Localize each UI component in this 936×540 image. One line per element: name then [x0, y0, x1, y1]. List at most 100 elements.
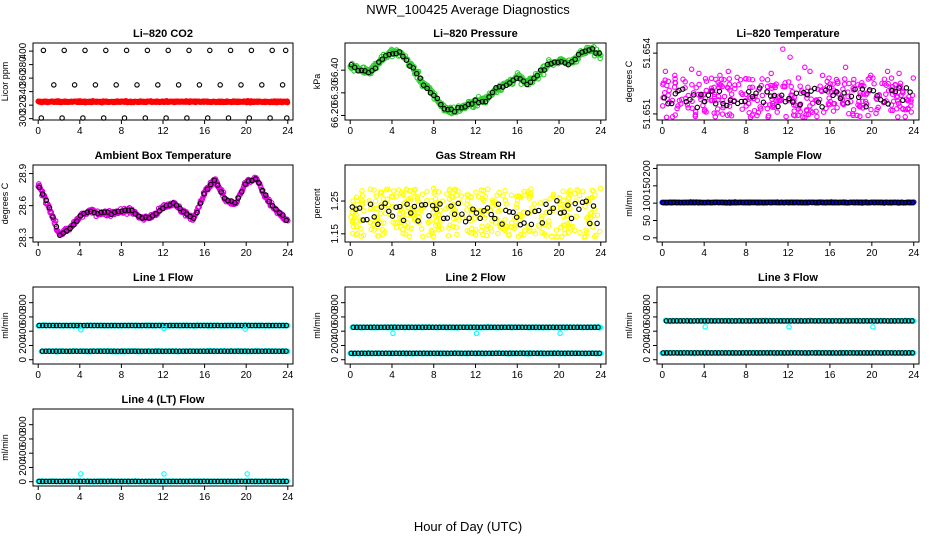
data-point: [862, 98, 869, 105]
data-point: [860, 98, 866, 105]
data-point: [726, 76, 733, 82]
data-point: [892, 81, 898, 88]
data-point: [679, 86, 686, 92]
data-point: [380, 220, 387, 226]
data-point: [87, 208, 94, 215]
data-point: [701, 98, 708, 105]
x-tick-label: 0: [659, 248, 665, 259]
data-point: [562, 230, 568, 237]
data-point: [378, 204, 385, 210]
data-point: [503, 201, 509, 207]
data-point: [39, 191, 46, 197]
data-point: [788, 83, 794, 90]
x-tick-label: 12: [157, 370, 169, 381]
data-point: [517, 194, 524, 201]
data-point: [845, 93, 851, 100]
data-points: [35, 322, 291, 355]
data-point: [400, 217, 407, 224]
data-point: [584, 215, 590, 221]
data-point: [842, 64, 849, 71]
data-point: [895, 100, 902, 107]
data-point: [51, 82, 57, 88]
data-point: [555, 59, 561, 66]
data-point: [547, 196, 553, 202]
data-point: [455, 200, 462, 207]
data-point: [746, 110, 752, 116]
x-tick-label: 0: [35, 248, 41, 259]
data-point: [557, 205, 564, 211]
data-point: [420, 233, 426, 240]
data-point: [214, 182, 221, 188]
data-point: [804, 91, 811, 98]
data-point: [393, 193, 400, 199]
data-point: [464, 207, 470, 213]
data-point: [754, 112, 760, 119]
data-point: [863, 101, 870, 107]
data-point: [903, 85, 910, 91]
data-point: [841, 90, 847, 96]
data-point: [588, 195, 594, 201]
data-point: [539, 229, 545, 236]
data-point: [589, 46, 596, 52]
panel-title: Ambient Box Temperature: [95, 150, 232, 162]
data-point: [808, 88, 814, 94]
data-point: [721, 77, 727, 83]
data-point: [486, 94, 492, 100]
data-point: [485, 186, 491, 193]
y-axis: 28.328.628.9: [18, 163, 33, 247]
data-point: [98, 209, 104, 216]
data-point: [575, 51, 582, 58]
data-point: [770, 102, 776, 109]
x-tick-label: 0: [35, 126, 41, 137]
data-point: [53, 223, 60, 230]
data-point: [204, 186, 211, 192]
data-point: [280, 212, 286, 218]
data-point: [807, 103, 813, 109]
y-tick-label: 150: [642, 177, 653, 194]
panel-title: Li–820 CO2: [133, 28, 193, 40]
data-point: [546, 218, 552, 224]
data-point: [269, 47, 275, 54]
data-point: [386, 51, 392, 58]
data-point: [565, 202, 571, 208]
y-tick-label: 320: [18, 96, 29, 113]
data-point: [479, 223, 485, 230]
data-point: [678, 101, 684, 107]
data-point: [411, 187, 417, 193]
data-point: [712, 100, 719, 107]
data-point: [873, 110, 879, 117]
data-point: [349, 209, 355, 215]
data-point: [71, 82, 78, 88]
data-point: [353, 231, 359, 238]
data-point: [367, 186, 374, 193]
data-point: [259, 82, 265, 88]
data-point: [481, 208, 487, 214]
data-point: [693, 84, 699, 91]
data-point: [376, 59, 382, 65]
data-point: [753, 90, 759, 97]
data-point: [687, 96, 693, 103]
data-point: [390, 330, 396, 337]
data-point: [160, 205, 166, 212]
data-point: [406, 233, 413, 240]
data-point: [358, 225, 364, 232]
data-point: [558, 224, 564, 231]
data-point: [739, 106, 745, 112]
data-point: [775, 103, 781, 110]
data-point: [846, 80, 852, 87]
data-point: [566, 220, 573, 226]
data-point: [418, 202, 425, 208]
data-point: [747, 114, 754, 120]
data-point: [778, 92, 785, 99]
data-point: [797, 102, 803, 108]
data-point: [515, 233, 522, 240]
data-point: [902, 106, 909, 113]
data-point: [415, 214, 421, 220]
data-point: [826, 84, 833, 91]
data-point: [820, 109, 827, 115]
data-point: [379, 56, 386, 62]
data-point: [499, 221, 505, 227]
panel-title: Line 2 Flow: [446, 272, 506, 284]
